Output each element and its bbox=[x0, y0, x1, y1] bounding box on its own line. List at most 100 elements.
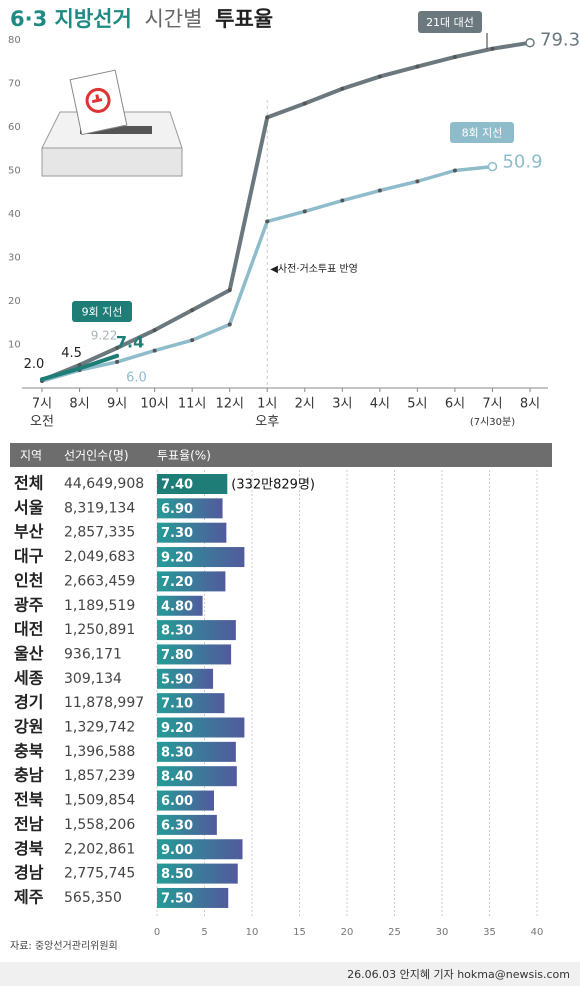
legend-label: 9회 지선 bbox=[82, 306, 123, 319]
x-tick-label: 8시 bbox=[69, 397, 89, 412]
region: 경기 bbox=[14, 693, 43, 712]
bar-label: 5.90 bbox=[161, 672, 193, 687]
region: 부산 bbox=[14, 522, 44, 541]
bar-label: 9.00 bbox=[161, 843, 193, 858]
bar-label: 7.50 bbox=[161, 891, 193, 906]
point bbox=[152, 328, 157, 333]
column-header: 투표율(%) bbox=[157, 449, 211, 463]
region: 대구 bbox=[14, 547, 44, 566]
region: 경북 bbox=[14, 839, 44, 858]
electors: 1,509,854 bbox=[64, 793, 135, 809]
bar-label: 6.00 bbox=[161, 794, 193, 809]
electors: 309,134 bbox=[64, 671, 122, 687]
point bbox=[115, 345, 120, 350]
point bbox=[152, 348, 157, 353]
bar-label: 6.30 bbox=[161, 818, 193, 833]
bar-label: 8.30 bbox=[161, 624, 193, 639]
bar-label: 8.40 bbox=[161, 770, 193, 785]
electors: 565,350 bbox=[64, 890, 122, 906]
title: 6·3 지방선거 시간별 투표율 bbox=[10, 7, 273, 31]
bar bbox=[157, 766, 237, 787]
x-tick-label: 5 bbox=[201, 927, 207, 938]
point bbox=[377, 188, 382, 193]
electors: 2,857,335 bbox=[64, 525, 135, 541]
point bbox=[227, 322, 232, 327]
value-label: 2.0 bbox=[24, 357, 45, 372]
bar bbox=[157, 522, 227, 543]
electors: 1,250,891 bbox=[64, 622, 135, 638]
footer-bg bbox=[0, 962, 580, 986]
electors: 2,775,745 bbox=[64, 866, 135, 882]
column-header: 지역 bbox=[20, 449, 42, 463]
point bbox=[190, 308, 195, 313]
bar bbox=[157, 668, 214, 689]
electors: 1,329,742 bbox=[64, 720, 135, 736]
ballot-paper bbox=[69, 69, 128, 136]
y-tick-label: 60 bbox=[8, 122, 21, 133]
region: 대전 bbox=[14, 620, 43, 639]
y-tick-label: 50 bbox=[8, 166, 21, 177]
bar bbox=[157, 693, 225, 714]
y-tick-label: 20 bbox=[8, 296, 21, 307]
region: 서울 bbox=[14, 498, 44, 517]
bar bbox=[157, 547, 245, 568]
point bbox=[377, 74, 382, 79]
credit: 26.06.03 안지혜 기자 hokma@newsis.com bbox=[347, 968, 570, 981]
bar bbox=[157, 595, 203, 616]
electors: 2,663,459 bbox=[64, 573, 135, 589]
electors: 1,558,206 bbox=[64, 817, 135, 833]
x-tick-label: 8시 bbox=[520, 397, 540, 412]
legend-box bbox=[450, 122, 514, 143]
x-tick-label: 20 bbox=[341, 927, 354, 938]
x-tick-label: 7시 bbox=[482, 397, 502, 412]
region: 충북 bbox=[14, 741, 44, 760]
point bbox=[265, 115, 270, 120]
y-tick-label: 70 bbox=[8, 79, 21, 90]
bar-label: 7.40 bbox=[161, 478, 193, 493]
electors: 2,202,861 bbox=[64, 841, 135, 857]
bar bbox=[157, 887, 229, 908]
electors: 936,171 bbox=[64, 646, 122, 662]
title-part: 6·3 지방선거 bbox=[10, 7, 132, 31]
annotation: ◀사전·거소투표 반영 bbox=[270, 263, 358, 275]
value-label: 9.22 bbox=[91, 328, 118, 342]
electors: 8,319,134 bbox=[64, 500, 135, 516]
point bbox=[302, 101, 307, 106]
bar bbox=[157, 839, 243, 860]
electors: 1,189,519 bbox=[64, 598, 135, 614]
ballot bbox=[69, 69, 128, 136]
region: 제주 bbox=[14, 887, 44, 906]
legend-label: 21대 대선 bbox=[426, 16, 474, 29]
box-slot bbox=[80, 126, 152, 134]
title-part: 투표율 bbox=[215, 7, 273, 31]
region: 전체 bbox=[14, 474, 43, 493]
x-tick-label: 30 bbox=[436, 927, 449, 938]
electors: 1,396,588 bbox=[64, 744, 135, 760]
region: 인천 bbox=[14, 571, 43, 590]
point bbox=[265, 219, 270, 224]
point bbox=[227, 288, 232, 293]
y-tick-label: 40 bbox=[8, 209, 21, 220]
legend-label: 8회 지선 bbox=[462, 127, 503, 140]
bar-label: 8.50 bbox=[161, 867, 193, 882]
bar bbox=[157, 620, 236, 641]
x-sublabel: (7시30분) bbox=[470, 416, 515, 428]
bar-label: 8.30 bbox=[161, 745, 193, 760]
table-header bbox=[10, 443, 552, 467]
value-label: 7.4 bbox=[116, 332, 144, 351]
point bbox=[452, 168, 457, 173]
x-tick-label: 3시 bbox=[332, 397, 352, 412]
value-label: 50.9 bbox=[502, 152, 542, 173]
x-tick-label: 9시 bbox=[107, 397, 127, 412]
bar-label: 9.20 bbox=[161, 551, 193, 566]
region: 전남 bbox=[14, 814, 44, 833]
point bbox=[190, 338, 195, 343]
x-tick-label: 12시 bbox=[215, 397, 244, 412]
x-tick-label: 11시 bbox=[178, 397, 207, 412]
point bbox=[452, 54, 457, 59]
bar bbox=[157, 790, 214, 811]
point bbox=[40, 377, 44, 382]
electors: 11,878,997 bbox=[64, 695, 144, 711]
